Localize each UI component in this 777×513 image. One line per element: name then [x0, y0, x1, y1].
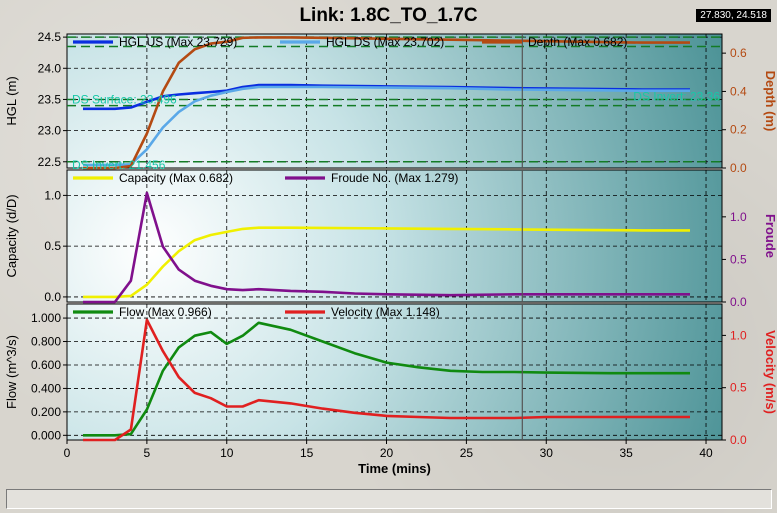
panel-top: DS Surface: 23.496 DS Invert: 21.456 DS In…	[4, 30, 777, 175]
x-axis-label: Time (mins)	[358, 461, 431, 476]
y2-tick-label: 0.5	[730, 381, 747, 395]
x-tick-label: 25	[460, 446, 474, 460]
panel-bottom: Flow (Max 0.966) Velocity (Max 1.148)0.00…	[4, 303, 777, 447]
x-tick-label: 10	[220, 446, 234, 460]
x-tick-label: 15	[300, 446, 314, 460]
y-tick-label: 1.0	[44, 188, 61, 202]
y-tick-label: 0.000	[31, 428, 61, 442]
annotation-label: DS Surface: 23.496	[72, 93, 177, 107]
y2-tick-label: 1.0	[730, 328, 747, 342]
plot-area	[66, 33, 723, 169]
annotation-label: DS Invert: 21.456	[72, 158, 166, 172]
y2-tick-label: 0.2	[730, 123, 747, 137]
y-tick-label: 0.5	[44, 239, 61, 253]
y2-axis-label: Froude	[763, 214, 777, 258]
legend-label-depth: Depth (Max 0.682)	[528, 35, 627, 49]
plot-area	[66, 169, 723, 303]
x-tick-label: 5	[144, 446, 151, 460]
y-axis-label: HGL (m)	[4, 76, 19, 125]
x-tick-label: 35	[619, 446, 633, 460]
y-tick-label: 23.5	[38, 92, 62, 106]
y-tick-label: 1.000	[31, 311, 61, 325]
y-axis-label: Flow (m^3/s)	[4, 335, 19, 409]
series-line-hgl_ds	[83, 85, 690, 167]
y2-tick-label: 0.5	[730, 252, 747, 266]
panel-middle: Capacity (Max 0.682) Froude No. (Max 1.27…	[4, 169, 777, 309]
y2-tick-label: 1.0	[730, 210, 747, 224]
x-tick-label: 20	[380, 446, 394, 460]
x-tick-label: 30	[540, 446, 554, 460]
y2-tick-label: 0.6	[730, 46, 747, 60]
y-tick-label: 24.5	[38, 30, 62, 44]
legend-label-hgl_us: HGL US (Max 23.729)	[119, 35, 237, 49]
chart-title: Link: 1.8C_TO_1.7C	[299, 5, 478, 26]
y2-axis-label: Velocity (m/s)	[763, 330, 777, 414]
x-axis: 0 5 10 15 20 25 30 35 40 Time (mins)	[64, 440, 713, 476]
legend-label-flow: Flow (Max 0.966)	[119, 305, 212, 319]
y-tick-label: 24.0	[38, 61, 62, 75]
legend-label-velocity: Velocity (Max 1.148)	[331, 305, 440, 319]
series-line-velocity	[83, 318, 690, 442]
y2-tick-label: 0.0	[730, 161, 747, 175]
y2-axis-label: Depth (m)	[763, 71, 777, 132]
y-tick-label: 22.5	[38, 155, 62, 169]
y-tick-label: 0.200	[31, 405, 61, 419]
series-line-capacity	[83, 226, 690, 299]
legend-label-hgl_ds: HGL DS (Max 23.702)	[326, 35, 444, 49]
y-tick-label: 0.600	[31, 358, 61, 372]
x-tick-label: 0	[64, 446, 71, 460]
x-tick-label: 40	[699, 446, 713, 460]
series-line-froude	[83, 191, 690, 304]
y-axis-label: Capacity (d/D)	[4, 194, 19, 277]
y-tick-label: 0.800	[31, 335, 61, 349]
y2-tick-label: 0.0	[730, 295, 747, 309]
legend-label-capacity: Capacity (Max 0.682)	[119, 171, 233, 185]
y-tick-label: 23.0	[38, 124, 62, 138]
y-tick-label: 0.0	[44, 290, 61, 304]
y-tick-label: 0.400	[31, 381, 61, 395]
annotation-label: DS Invert: 23.36	[633, 89, 720, 103]
status-bar	[6, 489, 772, 509]
legend-label-froude: Froude No. (Max 1.279)	[331, 171, 458, 185]
series-line-flow	[83, 321, 690, 437]
y2-tick-label: 0.4	[730, 84, 747, 98]
y2-tick-label: 0.0	[730, 433, 747, 447]
coordinate-readout: 27.830, 24.518	[696, 9, 771, 22]
